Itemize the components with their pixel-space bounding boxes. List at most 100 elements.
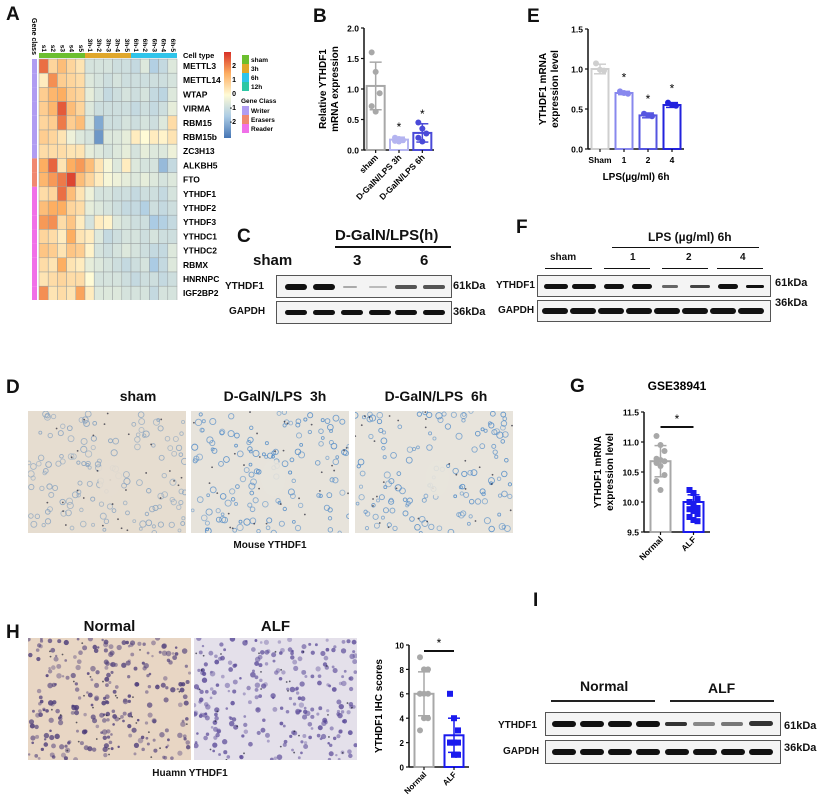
heatmap-cell	[139, 186, 150, 202]
heatmap-cell	[38, 87, 49, 102]
heatmap-cell	[84, 172, 95, 188]
heatmap-cell	[66, 243, 77, 259]
heatmap-cell	[47, 172, 58, 188]
bar	[614, 92, 634, 150]
heatmap-cell	[57, 115, 67, 131]
heatmap-cell	[112, 115, 123, 131]
group-label-alf: ALF	[708, 680, 736, 696]
heatmap-cell	[149, 158, 159, 173]
heatmap-cell	[149, 229, 159, 244]
gene-class-header: Gene class	[30, 18, 37, 55]
heatmap-cell	[84, 285, 95, 301]
heatmap-cell	[38, 243, 49, 259]
heatmap-cell	[93, 101, 104, 117]
heatmap-cell	[66, 143, 77, 159]
heatmap-cell	[38, 129, 49, 145]
western-blot-c: D-GalN/LPS(h) sham 3 6 YTHDF1 GAPDH 61kD…	[225, 225, 505, 325]
x-tick-label: ALF	[441, 770, 458, 787]
heatmap-cell	[121, 214, 132, 230]
heatmap-cell	[38, 271, 49, 287]
gene-class-bar	[32, 144, 37, 159]
blot-ythdf1	[537, 275, 771, 297]
heatmap-cell	[139, 200, 150, 216]
heatmap-cell	[130, 72, 141, 88]
heatmap-column-label: s4	[68, 45, 75, 53]
bar-chart-e: 0.0 0.5 1.0 1.5 YTHDF1 mRNA expression level S…	[500, 0, 740, 200]
heatmap-column-label: s5	[77, 45, 84, 53]
heatmap-cell	[139, 143, 150, 159]
heatmap-cell	[167, 101, 178, 117]
y-tick-label: 1.0	[347, 85, 359, 95]
heatmap-column-label: 3h-2	[95, 39, 102, 53]
heatmap-cell	[84, 129, 95, 145]
heatmap-cell	[57, 172, 67, 188]
heatmap-cell	[112, 271, 123, 287]
heatmap-column-label: 3h-4	[114, 39, 121, 53]
heatmap-panel: Gene class s1 s2 s3 s4 s5 3h-1 3h-2 3h-3 3h-4 3h-5…	[0, 0, 300, 301]
heatmap-column-label: s3	[58, 45, 65, 53]
heatmap-column-label: 3h-1	[86, 39, 93, 53]
heatmap-column-label: s2	[49, 45, 56, 53]
heatmap-cell	[158, 229, 169, 244]
heatmap-cell	[167, 58, 178, 74]
y-tick-label: 0.0	[347, 146, 359, 156]
colorbar	[224, 52, 231, 138]
heatmap-cell	[103, 285, 113, 301]
heatmap-cell	[57, 257, 67, 273]
heatmap-cell	[66, 129, 77, 145]
heatmap-cell	[38, 229, 49, 244]
heatmap-cell	[149, 87, 159, 102]
heatmap-cell	[84, 229, 95, 244]
ihc-caption: Huamn YTHDF1	[152, 768, 228, 779]
heatmap-cell	[66, 229, 77, 244]
heatmap-row-label: YTHDF3	[183, 217, 216, 227]
blot-gapdh	[537, 300, 771, 322]
heatmap-cell	[75, 172, 86, 188]
heatmap-cell	[149, 143, 159, 159]
heatmap-cell	[57, 285, 67, 301]
heatmap-cell	[47, 158, 58, 173]
heatmap-cell	[121, 101, 132, 117]
gene-class-bar	[32, 257, 37, 272]
heatmap-cell	[112, 87, 123, 102]
heatmap-column-label: 3h-5	[123, 39, 130, 53]
treatment-underline	[612, 247, 759, 248]
heatmap-cell	[103, 158, 113, 173]
heatmap-cell	[75, 214, 86, 230]
heatmap-cell	[139, 243, 150, 259]
heatmap-column-label: 6h-2	[141, 39, 148, 53]
heatmap-cell	[167, 200, 178, 216]
heatmap-cell	[75, 186, 86, 202]
heatmap-cell	[149, 243, 159, 259]
celltype-bar-6h	[131, 53, 177, 58]
x-tick-label: Sham	[588, 155, 612, 165]
heatmap-cell	[38, 158, 49, 173]
heatmap-row-label: HNRNPC	[183, 274, 219, 284]
heatmap-cell	[57, 214, 67, 230]
panel-label-e: E	[527, 6, 540, 27]
heatmap-cell	[84, 243, 95, 259]
heatmap-cell	[47, 229, 58, 244]
heatmap-column-label: 6h-4	[160, 39, 167, 53]
heatmap-cell	[158, 143, 169, 159]
y-tick-label: 10.5	[622, 468, 639, 478]
group-label-3h: 3	[353, 252, 362, 269]
bar-chart-b: 0.0 0.5 1.0 1.5 2.0 Relative YTHDF1 mRNA expre…	[300, 0, 500, 210]
heatmap-cell	[121, 143, 132, 159]
heatmap-cell	[121, 285, 132, 301]
heatmap-cell	[57, 186, 67, 202]
legend-label: Writer	[251, 108, 270, 115]
ihc-image-sham	[28, 411, 186, 533]
blot-gapdh	[276, 301, 452, 324]
row-label-gapdh: GAPDH	[229, 306, 266, 317]
y-tick-label: 0.5	[571, 105, 583, 115]
heatmap-cell	[38, 115, 49, 131]
heatmap-cell	[158, 200, 169, 216]
heatmap-cell	[158, 243, 169, 259]
panel-label-h: H	[6, 622, 20, 643]
heatmap-cell	[149, 72, 159, 88]
heatmap-cell	[158, 271, 169, 287]
group-label-normal: Normal	[580, 678, 629, 694]
legend-swatch	[242, 115, 249, 124]
heatmap-cell	[75, 158, 86, 173]
